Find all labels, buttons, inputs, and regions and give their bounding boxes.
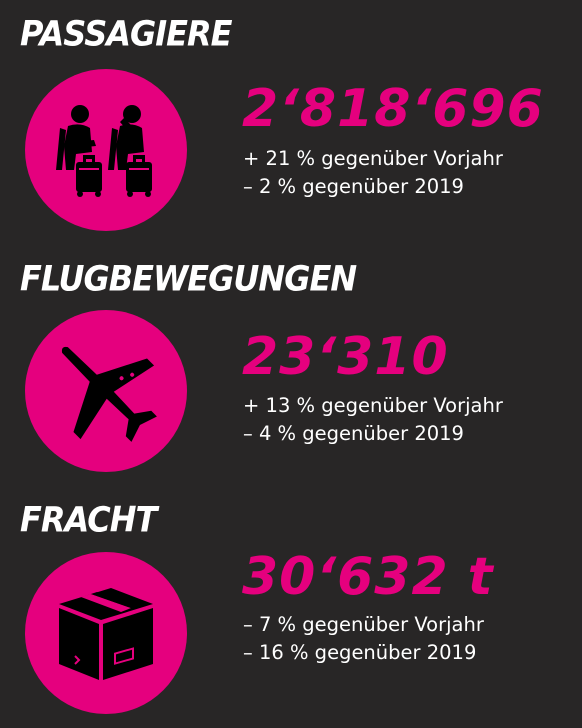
passengers-value: 2‘818‘696 bbox=[242, 79, 544, 139]
cargo-section: FRACHT 30‘632 t – 7 % gegenüber Vorjahr … bbox=[0, 490, 582, 728]
flight-movements-heading: FLUGBEWEGUNGEN bbox=[20, 257, 357, 299]
flight-movements-circle bbox=[25, 310, 187, 472]
cargo-change-2019: – 16 % gegenüber 2019 bbox=[243, 641, 477, 664]
passengers-icon bbox=[56, 105, 152, 197]
flight-movements-change-2019: – 4 % gegenüber 2019 bbox=[243, 422, 464, 445]
cargo-change-prev-year: – 7 % gegenüber Vorjahr bbox=[243, 613, 484, 636]
passengers-circle bbox=[25, 69, 187, 231]
cargo-value: 30‘632 t bbox=[242, 547, 494, 607]
passengers-heading: PASSAGIERE bbox=[20, 12, 233, 54]
passengers-change-2019: – 2 % gegenüber 2019 bbox=[243, 175, 464, 198]
cargo-heading: FRACHT bbox=[20, 498, 157, 540]
cargo-circle bbox=[25, 552, 187, 714]
passengers-section: PASSAGIERE bbox=[0, 0, 582, 240]
passengers-change-prev-year: + 21 % gegenüber Vorjahr bbox=[243, 147, 503, 170]
airplane-icon bbox=[61, 346, 157, 442]
cargo-box-icon bbox=[59, 588, 153, 680]
flight-movements-change-prev-year: + 13 % gegenüber Vorjahr bbox=[243, 394, 503, 417]
flight-movements-section: FLUGBEWEGUNGEN 23‘310 + 13 % gegenüber V… bbox=[0, 240, 582, 490]
flight-movements-value: 23‘310 bbox=[242, 327, 449, 387]
